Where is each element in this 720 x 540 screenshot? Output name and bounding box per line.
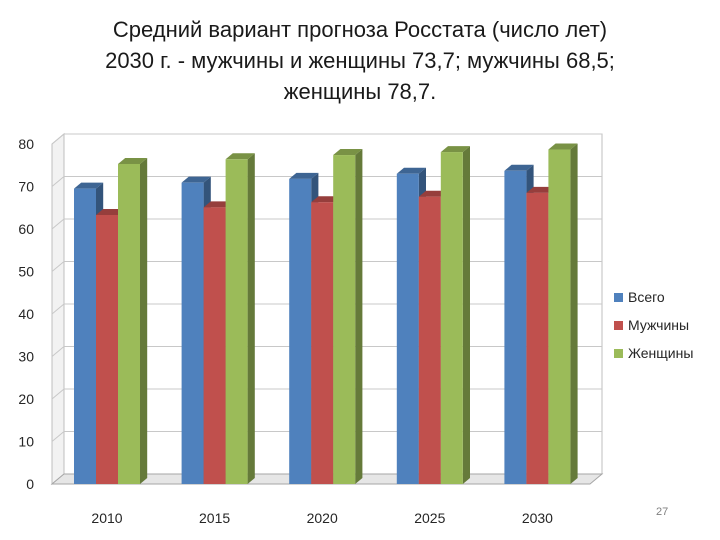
- y-tick-label: 30: [18, 349, 34, 365]
- bar-side: [140, 157, 148, 484]
- bar-front: [440, 152, 463, 484]
- bar-top: [289, 172, 319, 179]
- bar-top: [526, 186, 556, 193]
- legend-label: Мужчины: [628, 317, 689, 333]
- x-axis-ticks: 2010 2015 2020 2025 2030: [91, 510, 553, 526]
- bar-top: [225, 153, 255, 160]
- bar-front: [118, 163, 140, 484]
- y-tick-label: 80: [18, 136, 34, 152]
- bar-side: [247, 153, 255, 485]
- x-tick-label: 2025: [414, 510, 445, 526]
- bar-top: [118, 157, 148, 164]
- bar-top: [96, 208, 126, 215]
- bar-front: [96, 214, 118, 484]
- gridline: [51, 133, 602, 145]
- bar-front: [311, 202, 334, 484]
- slide-title: Средний вариант прогноза Росстата (число…: [40, 14, 680, 107]
- bar-2020-2: [333, 149, 363, 485]
- bar-2030-2: [548, 143, 578, 484]
- y-tick-label: 20: [18, 391, 34, 407]
- y-tick-label: 60: [18, 221, 34, 237]
- legend-label: Всего: [628, 289, 665, 305]
- bar-front: [526, 192, 549, 484]
- bar-2015-2: [225, 153, 255, 485]
- bar-front: [203, 207, 226, 484]
- bar-top: [418, 190, 448, 197]
- bar-top: [203, 201, 233, 208]
- title-line-1: Средний вариант прогноза Росстата (число…: [112, 17, 608, 42]
- bar-side: [355, 149, 363, 485]
- legend: Всего Мужчины Женщины: [614, 289, 693, 361]
- bar-top: [333, 149, 363, 156]
- legend-swatch: [614, 321, 623, 330]
- bar-front: [289, 178, 312, 484]
- legend-swatch: [614, 349, 623, 358]
- bar-front: [74, 188, 96, 484]
- bar-top: [311, 196, 341, 203]
- y-tick-label: 10: [18, 434, 34, 450]
- bar-front: [504, 170, 527, 484]
- x-tick-label: 2030: [522, 510, 553, 526]
- x-tick-label: 2015: [199, 510, 230, 526]
- y-axis-ticks: 0 10 20 30 40 50 60 70 80: [18, 136, 34, 492]
- bar-top: [74, 182, 104, 189]
- bar-top: [396, 167, 426, 174]
- bars: [74, 143, 578, 485]
- y-tick-label: 70: [18, 179, 34, 195]
- x-tick-label: 2020: [307, 510, 338, 526]
- y-tick-label: 40: [18, 306, 34, 322]
- bar-top: [440, 146, 470, 153]
- bar-side: [462, 146, 470, 484]
- bar-top: [548, 143, 578, 150]
- title-line-3: женщины 78,7.: [283, 79, 437, 104]
- page-number: 27: [656, 506, 669, 518]
- bar-side: [570, 143, 578, 484]
- legend-swatch: [614, 293, 623, 302]
- bar-2010-2: [118, 157, 148, 484]
- y-tick-label: 50: [18, 264, 34, 280]
- title-line-2: 2030 г. - мужчины и женщины 73,7; мужчин…: [105, 48, 615, 73]
- bar-front: [548, 149, 571, 484]
- bar-2025-2: [440, 146, 470, 484]
- bar-front: [333, 155, 356, 485]
- bar-front: [418, 196, 441, 484]
- bar-front: [225, 159, 248, 485]
- x-tick-label: 2010: [91, 510, 122, 526]
- bar-top: [504, 164, 534, 171]
- y-tick-label: 0: [26, 476, 34, 492]
- legend-label: Женщины: [628, 345, 693, 361]
- bar-front: [181, 182, 204, 485]
- bar-top: [181, 176, 211, 183]
- bar-front: [396, 173, 419, 484]
